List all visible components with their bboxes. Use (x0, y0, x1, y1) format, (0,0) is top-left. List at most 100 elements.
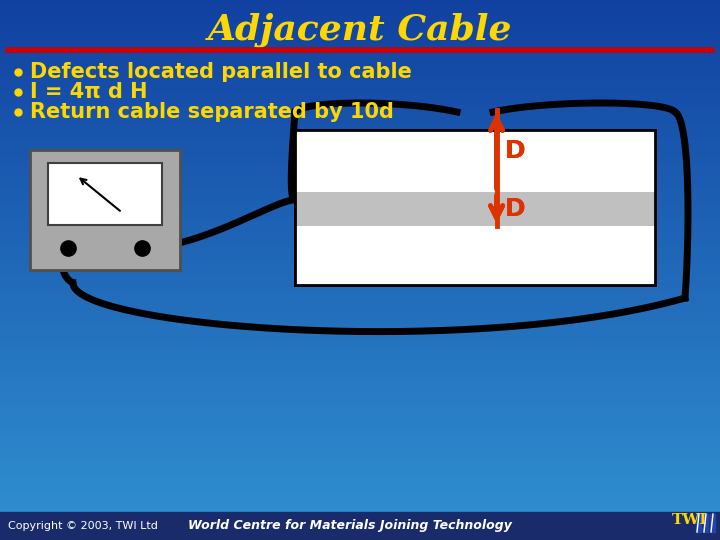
Bar (0, 113, 720, 119)
Text: D: D (505, 197, 525, 221)
Bar (0, 140, 720, 146)
Bar (0, 491, 720, 497)
Bar (0, 378, 720, 383)
Bar (0, 32, 720, 38)
Bar (0, 497, 720, 502)
Bar (0, 124, 720, 130)
Bar (0, 70, 720, 76)
Bar (0, 443, 720, 448)
Bar (295, 226, 655, 285)
Bar (0, 216, 720, 221)
Bar (0, 146, 720, 151)
Bar (295, 192, 655, 226)
Bar (0, 346, 720, 351)
Bar (0, 270, 720, 275)
Bar (0, 394, 720, 400)
Bar (0, 356, 720, 362)
Bar (0, 92, 720, 97)
Bar (0, 54, 720, 59)
Bar (0, 400, 720, 405)
Bar (0, 173, 720, 178)
Bar (0, 475, 720, 481)
Text: D: D (505, 139, 525, 163)
Text: Defects located parallel to cable: Defects located parallel to cable (30, 62, 412, 82)
Bar (0, 200, 720, 205)
Bar (0, 16, 720, 22)
Bar (0, 281, 720, 286)
Bar (0, 81, 720, 86)
Text: Copyright © 2003, TWI Ltd: Copyright © 2003, TWI Ltd (8, 521, 158, 531)
Bar (0, 302, 720, 308)
Bar (0, 351, 720, 356)
Bar (0, 103, 720, 108)
Bar (0, 486, 720, 491)
Bar (0, 297, 720, 302)
Bar (0, 529, 720, 535)
Bar (295, 226, 655, 285)
Bar (0, 437, 720, 443)
Bar (0, 508, 720, 513)
Bar (295, 130, 655, 192)
Bar (0, 97, 720, 103)
Bar (0, 373, 720, 378)
Bar (0, 86, 720, 92)
Bar (0, 22, 720, 27)
Bar (0, 329, 720, 335)
Bar (0, 211, 720, 216)
Bar (0, 184, 720, 189)
Bar (0, 308, 720, 313)
Bar (0, 194, 720, 200)
Bar (0, 59, 720, 65)
Bar (0, 292, 720, 297)
Bar (0, 459, 720, 464)
Bar (0, 76, 720, 81)
Bar (0, 157, 720, 162)
Bar (295, 192, 655, 226)
Bar (0, 232, 720, 238)
Bar (0, 410, 720, 416)
Bar (0, 205, 720, 211)
Bar (0, 324, 720, 329)
Bar (0, 119, 720, 124)
Bar (0, 389, 720, 394)
Bar (0, 383, 720, 389)
Bar (295, 130, 655, 285)
Bar (696, 514, 701, 532)
Bar (0, 319, 720, 324)
Bar (0, 502, 720, 508)
Bar (0, 340, 720, 346)
Bar (0, 108, 720, 113)
Bar (0, 221, 720, 227)
Bar (0, 535, 720, 540)
Bar (0, 464, 720, 470)
Bar (0, 259, 720, 265)
Bar (0, 243, 720, 248)
Bar (30, 150, 180, 270)
Bar (0, 49, 720, 54)
Bar (0, 448, 720, 454)
Bar (0, 286, 720, 292)
Bar (48, 163, 162, 225)
Bar (0, 189, 720, 194)
Bar (0, 421, 720, 427)
Bar (0, 5, 720, 11)
Bar (0, 367, 720, 373)
Text: D: D (505, 139, 525, 163)
Text: TWI: TWI (672, 513, 708, 527)
Bar (0, 313, 720, 319)
Bar (0, 130, 720, 135)
Bar (0, 65, 720, 70)
Text: Return cable separated by 10d: Return cable separated by 10d (30, 102, 394, 122)
Bar (0, 227, 720, 232)
Bar (0, 518, 720, 524)
Bar (0, 454, 720, 459)
Bar (295, 130, 655, 285)
Bar (0, 275, 720, 281)
Bar (0, 470, 720, 475)
Bar (0, 27, 720, 32)
Bar (0, 405, 720, 410)
Bar (48, 163, 162, 225)
Bar (0, 254, 720, 259)
Bar (0, 427, 720, 432)
Bar (0, 238, 720, 243)
